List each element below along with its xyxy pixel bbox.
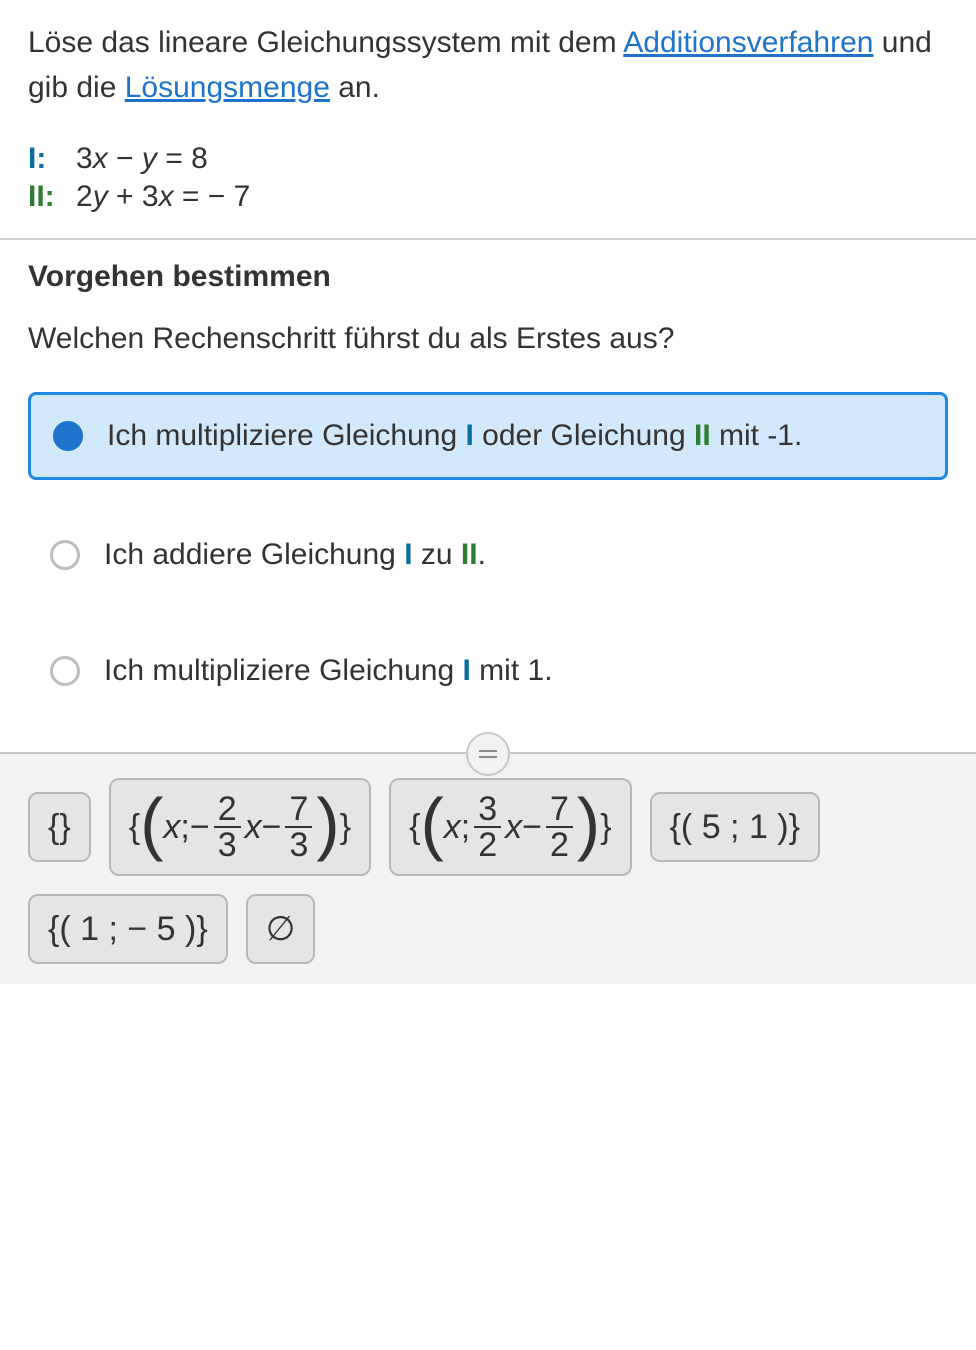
option-2-text: Ich addiere Gleichung I zu II. bbox=[104, 534, 486, 576]
problem-post: an. bbox=[330, 71, 380, 104]
chip-empty-set[interactable]: ∅ bbox=[246, 894, 316, 964]
link-additionsverfahren[interactable]: Additionsverfahren bbox=[623, 26, 873, 59]
option-3-text: Ich multipliziere Gleichung I mit 1. bbox=[104, 650, 553, 692]
drag-handle-icon[interactable] bbox=[466, 732, 510, 776]
option-1[interactable]: Ich multipliziere Gleichung I oder Gleic… bbox=[28, 392, 948, 480]
option-1-text: Ich multipliziere Gleichung I oder Gleic… bbox=[107, 415, 802, 457]
chip-pair-5-1[interactable]: {( 5 ; 1 )} bbox=[650, 792, 820, 862]
equation-1-label: I: bbox=[28, 142, 76, 176]
equation-system: I: 3x − y = 8 II: 2y + 3x = − 7 bbox=[28, 142, 948, 214]
radio-icon bbox=[50, 540, 80, 570]
chip-pair-1-neg5[interactable]: {( 1 ; − 5 )} bbox=[28, 894, 228, 964]
equation-2: II: 2y + 3x = − 7 bbox=[28, 180, 948, 214]
answers-panel: {} {( x ; − 23 x − 73 )} {( x ; 32 x − 7… bbox=[0, 752, 976, 984]
step-question: Welchen Rechenschritt führst du als Erst… bbox=[28, 322, 948, 356]
chip-set-neg-2-3[interactable]: {( x ; − 23 x − 73 )} bbox=[109, 778, 371, 876]
chip-set-3-2[interactable]: {( x ; 32 x − 72 )} bbox=[389, 778, 632, 876]
equation-2-label: II: bbox=[28, 180, 76, 214]
equation-2-body: 2y + 3x = − 7 bbox=[76, 180, 250, 214]
problem-pre: Löse das lineare Gleichungssystem mit de… bbox=[28, 26, 623, 59]
option-3[interactable]: Ich multipliziere Gleichung I mit 1. bbox=[28, 630, 948, 712]
step-section: Vorgehen bestimmen Welchen Rechenschritt… bbox=[0, 240, 976, 752]
chip-empty-braces[interactable]: {} bbox=[28, 792, 91, 862]
options-group: Ich multipliziere Gleichung I oder Gleic… bbox=[28, 392, 948, 712]
link-loesungsmenge[interactable]: Lösungsmenge bbox=[125, 71, 330, 104]
equation-1-body: 3x − y = 8 bbox=[76, 142, 208, 176]
option-2[interactable]: Ich addiere Gleichung I zu II. bbox=[28, 514, 948, 596]
radio-icon bbox=[53, 421, 83, 451]
step-heading: Vorgehen bestimmen bbox=[28, 260, 948, 294]
radio-icon bbox=[50, 656, 80, 686]
answer-chips: {} {( x ; − 23 x − 73 )} {( x ; 32 x − 7… bbox=[28, 778, 948, 964]
problem-section: Löse das lineare Gleichungssystem mit de… bbox=[0, 0, 976, 240]
equation-1: I: 3x − y = 8 bbox=[28, 142, 948, 176]
problem-text: Löse das lineare Gleichungssystem mit de… bbox=[28, 20, 948, 110]
